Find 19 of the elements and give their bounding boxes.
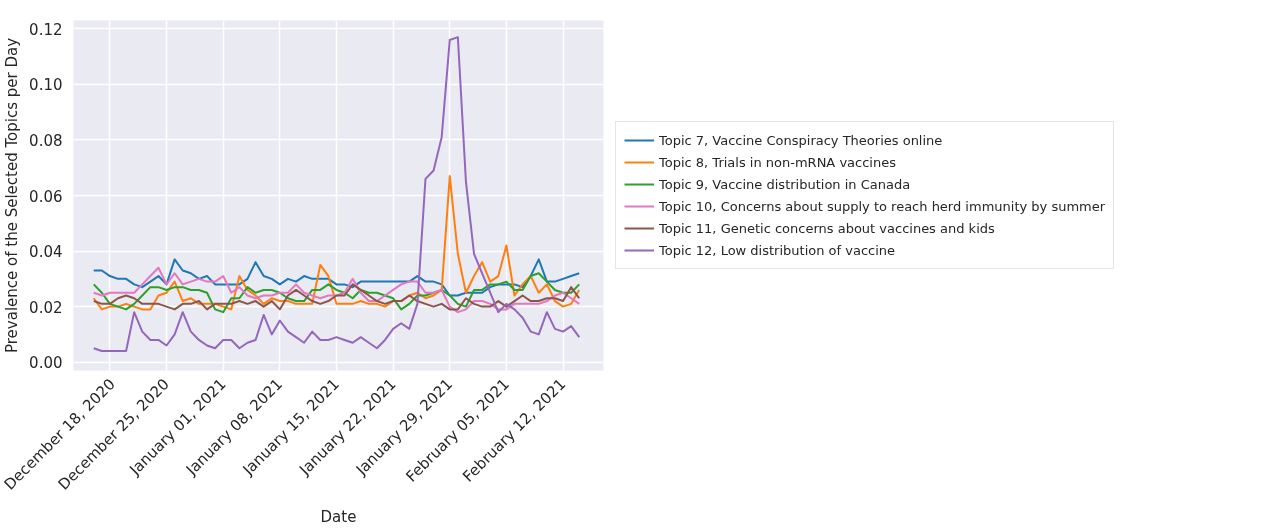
y-tick-label: 0.06 bbox=[29, 187, 63, 206]
y-tick-label: 0.10 bbox=[29, 76, 63, 95]
line-series bbox=[92, 36, 581, 353]
line-series bbox=[92, 175, 581, 311]
legend-label: Topic 10, Concerns about supply to reach herd immunity by summer bbox=[659, 197, 1106, 215]
x-axis-title: Date bbox=[320, 507, 357, 526]
legend-label: Topic 7, Vaccine Conspiracy Theories online bbox=[659, 131, 943, 149]
y-tick-label: 0.04 bbox=[29, 243, 63, 262]
y-tick-label: 0.00 bbox=[29, 354, 63, 373]
legend-label: Topic 9, Vaccine distribution in Canada bbox=[659, 175, 911, 193]
line-series bbox=[92, 258, 581, 297]
legend-label: Topic 8, Trials in non-mRNA vaccines bbox=[659, 153, 896, 171]
legend-label: Topic 12, Low distribution of vaccine bbox=[659, 241, 896, 259]
y-axis-title: Prevalence of the Selected Topics per Day bbox=[3, 37, 22, 354]
y-tick-label: 0.12 bbox=[29, 20, 63, 39]
legend-label: Topic 11, Genetic concerns about vaccines and kids bbox=[659, 219, 995, 237]
y-tick-label: 0.08 bbox=[29, 131, 63, 150]
line-series bbox=[92, 283, 581, 311]
y-tick-label: 0.02 bbox=[29, 298, 63, 317]
